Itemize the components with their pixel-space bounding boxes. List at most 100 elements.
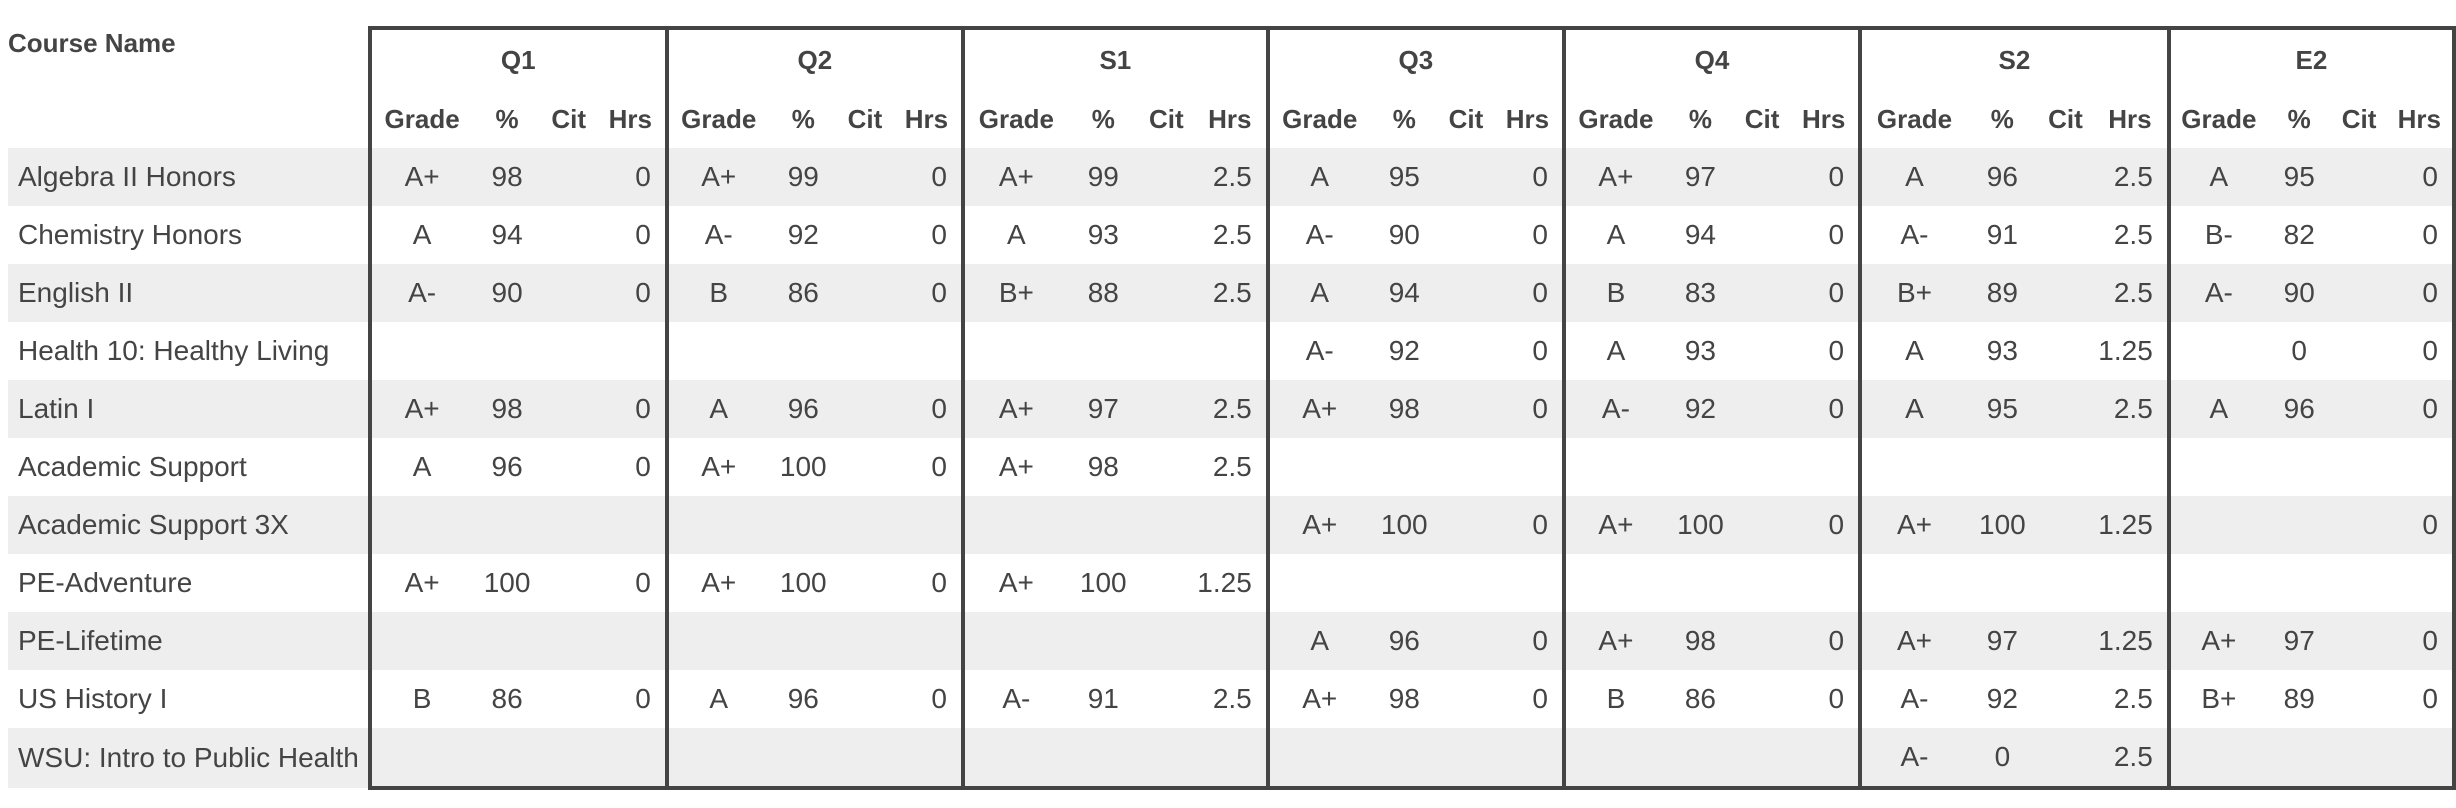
cell-s1-hours [1193, 728, 1268, 790]
cell-q4-citizenship [1735, 670, 1789, 728]
cell-e2-hours: 0 [2386, 206, 2456, 264]
subheader-s2-percent: % [1990, 103, 2014, 134]
subheader-q3-percent: % [1392, 103, 1416, 134]
cell-q4-percent: 94 [1684, 219, 1717, 250]
table-row: Algebra II Honors A+ 98 0 A+ 99 0 A+ 99 2.5 A 95 0 A+… [8, 148, 2456, 206]
cell-q4-hours [1789, 728, 1861, 790]
cell-q3-citizenship [1439, 438, 1493, 496]
table-row: Academic Support 3X A+ 100 0 A+ 100 0 A+ 100 1.25… [8, 496, 2456, 554]
cell-q4-hours: 0 [1828, 683, 1845, 714]
cell-q3-hours: 0 [1532, 219, 1548, 250]
cell-q4-grade: B [1561, 264, 1666, 322]
cell-q2-citizenship [838, 322, 892, 380]
cell-q2-citizenship [838, 554, 892, 612]
cell-q3-grade [1265, 554, 1370, 612]
cell-s2-grade: A+ [1858, 496, 1967, 554]
cell-s2-percent: 97 [1966, 612, 2038, 670]
cell-s2-citizenship [2037, 264, 2093, 322]
cell-q4-grade: A+ [1561, 612, 1666, 670]
cell-q3-grade [1265, 438, 1370, 496]
cell-q2-hours: 0 [931, 567, 947, 598]
cell-q4-grade: A+ [1561, 148, 1666, 206]
cell-s2-citizenship [2037, 728, 2093, 790]
cell-e2-citizenship [2331, 728, 2387, 790]
cell-s1-citizenship [1139, 206, 1194, 264]
cell-e2-grade [2166, 322, 2267, 380]
cell-s2-grade [1858, 554, 1967, 612]
cell-e2-percent: 96 [2266, 380, 2332, 438]
cell-q2-percent [769, 322, 838, 380]
cell-e2-percent: 82 [2283, 219, 2315, 250]
subheader-q2-hours: Hrs [904, 103, 949, 134]
cell-q3-percent: 96 [1369, 612, 1439, 670]
cell-q3-citizenship [1439, 322, 1493, 380]
cell-q2-grade: A [664, 670, 769, 728]
cell-q1-grade: A [367, 206, 473, 264]
course-name: Chemistry Honors [18, 219, 243, 250]
cell-q2-percent [768, 612, 838, 670]
cell-e2-citizenship [2331, 496, 2387, 554]
cell-q2-percent: 92 [787, 219, 819, 250]
cell-q2-grade [664, 612, 769, 670]
cell-e2-grade: A+ [2166, 612, 2267, 670]
cell-q2-percent: 100 [779, 567, 827, 598]
subheader-q1-citizenship: Cit [551, 103, 587, 134]
cell-q3-hours: 0 [1493, 264, 1564, 322]
cell-s1-citizenship [1139, 438, 1194, 496]
cell-s2-citizenship [2038, 206, 2093, 264]
cell-q1-percent: 90 [472, 264, 542, 322]
cell-q4-percent [1666, 554, 1735, 612]
cell-q1-grade: B [367, 670, 473, 728]
cell-q2-grade: B [664, 264, 769, 322]
cell-s2-citizenship [2038, 554, 2093, 612]
cell-s1-grade: A+ [960, 380, 1068, 438]
cell-q4-grade: A [1561, 322, 1666, 380]
cell-q2-grade [664, 728, 769, 790]
cell-q2-citizenship [837, 148, 892, 206]
cell-s2-grade: A- [1858, 670, 1967, 728]
cell-q1-hours [595, 496, 667, 554]
cell-s1-grade: A- [960, 670, 1068, 728]
cell-e2-hours: 0 [2386, 148, 2456, 206]
cell-s2-citizenship [2037, 380, 2093, 438]
cell-e2-grade: B+ [2166, 670, 2267, 728]
term-header-q2: Q2 [664, 26, 963, 90]
cell-s1-hours: 2.5 [1193, 380, 1268, 438]
subheader-s1-percent: % [1091, 103, 1115, 134]
cell-q1-grade: A+ [367, 380, 473, 438]
subheader-e2-hours: Hrs [2386, 90, 2456, 148]
cell-q2-citizenship [838, 206, 892, 264]
cell-q1-grade: A+ [367, 148, 473, 206]
cell-s1-percent [1067, 728, 1139, 790]
cell-q3-hours: 0 [1532, 683, 1548, 714]
cell-q2-citizenship [837, 612, 892, 670]
cell-q4-citizenship [1734, 612, 1790, 670]
cell-q1-hours: 0 [635, 683, 651, 714]
cell-q2-hours [892, 612, 963, 670]
cell-q2-percent: 99 [768, 148, 838, 206]
cell-s2-percent: 100 [1966, 496, 2038, 554]
cell-q4-grade [1561, 728, 1666, 790]
cell-e2-grade [2166, 554, 2267, 612]
cell-q4-hours: 0 [1789, 264, 1861, 322]
cell-s1-citizenship [1138, 264, 1194, 322]
cell-q2-percent: 96 [787, 683, 819, 714]
cell-q1-percent: 100 [483, 567, 531, 598]
cell-e2-hours [2386, 554, 2456, 612]
cell-e2-hours: 0 [2386, 496, 2456, 554]
course-name: PE-Adventure [18, 567, 193, 598]
cell-q2-percent [768, 496, 838, 554]
cell-q1-percent: 96 [491, 451, 523, 482]
cell-q2-percent: 100 [779, 451, 827, 482]
cell-q1-percent: 86 [491, 683, 523, 714]
cell-e2-citizenship [2332, 322, 2387, 380]
term-header-q3: Q3 [1265, 26, 1564, 90]
cell-q4-citizenship [1735, 438, 1789, 496]
cell-q4-grade: B [1561, 670, 1666, 728]
cell-q4-grade: A [1561, 206, 1666, 264]
cell-q3-hours: 0 [1493, 380, 1564, 438]
term-header-q4: Q4 [1561, 26, 1861, 90]
course-name: Academic Support [18, 451, 247, 482]
subheader-q3-hours: Hrs [1505, 103, 1550, 134]
cell-s1-citizenship [1139, 670, 1194, 728]
